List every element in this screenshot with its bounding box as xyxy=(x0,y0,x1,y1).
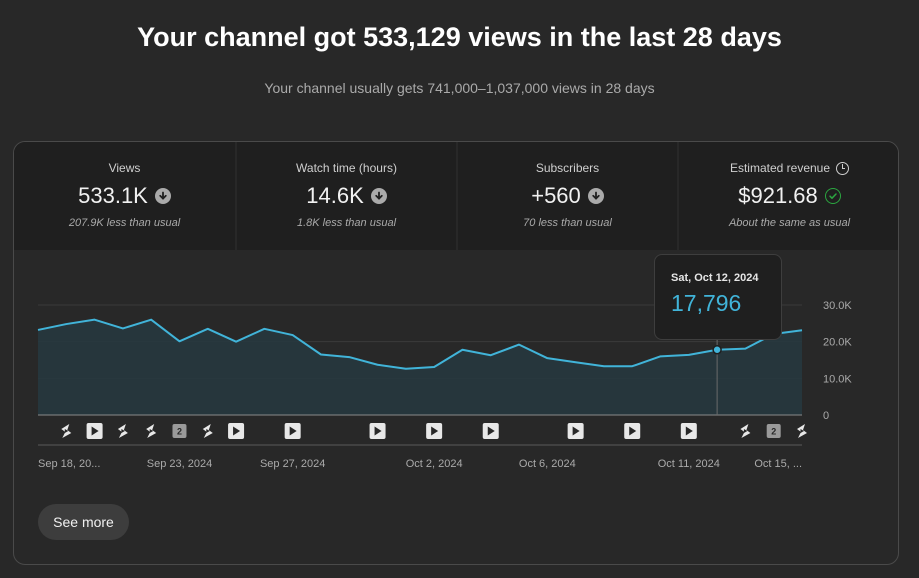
metric-note: 70 less than usual xyxy=(523,217,612,229)
series-area xyxy=(38,319,802,415)
count-marker-icon xyxy=(766,424,781,438)
arrow-down-icon xyxy=(370,188,387,204)
page-title: Your channel got 533,129 views in the la… xyxy=(137,22,782,52)
x-tick-label: Oct 11, 2024 xyxy=(658,458,720,470)
play-icon xyxy=(629,426,637,436)
play-icon xyxy=(121,429,125,433)
metric-label: Subscribers xyxy=(535,161,600,175)
metric-label: Watch time (hours) xyxy=(296,161,397,175)
play-icon xyxy=(149,429,154,433)
x-tick-label: Oct 15, ... xyxy=(754,458,802,470)
metric-value: 533.1K xyxy=(78,183,148,208)
clock-icon[interactable] xyxy=(836,161,850,175)
y-tick-label: 10.0K xyxy=(823,373,852,385)
x-tick-label: Sep 27, 2024 xyxy=(260,458,325,470)
play-icon xyxy=(431,426,439,436)
y-tick-label: 20.0K xyxy=(823,337,852,349)
metric-note: About the same as usual xyxy=(728,217,851,229)
x-tick-label: Sep 23, 2024 xyxy=(147,458,212,470)
play-icon xyxy=(374,426,382,436)
play-icon xyxy=(572,426,580,436)
arrow-down-icon xyxy=(154,188,171,204)
metric-tab-subscribers[interactable]: Subscribers +560 70 less than usual xyxy=(456,142,677,250)
play-icon xyxy=(289,426,297,436)
tooltip-date: Sat, Oct 12, 2024 xyxy=(671,272,759,284)
metric-tab-views[interactable]: Views 533.1K 207.9K less than usual xyxy=(14,142,235,250)
metric-note: 207.9K less than usual xyxy=(68,217,181,229)
y-tick-label: 0 xyxy=(823,410,829,422)
count-marker-label: 2 xyxy=(771,427,776,437)
metric-tab-watch-time[interactable]: Watch time (hours) 14.6K 1.8K less than … xyxy=(235,142,456,250)
x-tick-label: Sep 18, 20... xyxy=(38,458,100,470)
see-more-button[interactable]: See more xyxy=(38,504,129,540)
tooltip-value: 17,796 xyxy=(671,290,742,316)
play-icon xyxy=(800,429,804,433)
x-tick-label: Oct 6, 2024 xyxy=(519,458,576,470)
play-icon xyxy=(233,426,241,436)
play-icon xyxy=(64,429,69,433)
metric-label: Estimated revenue xyxy=(729,161,831,175)
metric-label: Views xyxy=(108,161,141,175)
play-icon xyxy=(685,426,693,436)
metric-value: 14.6K xyxy=(306,183,364,208)
arrow-down-icon xyxy=(587,188,604,204)
metric-tabs: Views 533.1K 207.9K less than usual Watc… xyxy=(14,142,898,250)
count-marker-label: 2 xyxy=(177,427,182,437)
chart-tooltip: Sat, Oct 12, 2024 17,796 xyxy=(654,254,782,340)
play-icon xyxy=(206,429,210,433)
page-subtitle: Your channel usually gets 741,000–1,037,… xyxy=(264,80,655,96)
play-icon xyxy=(91,426,99,436)
hover-point xyxy=(712,344,722,355)
check-circle-icon xyxy=(824,188,841,204)
metric-note: 1.8K less than usual xyxy=(296,217,397,229)
play-icon xyxy=(487,426,495,436)
series-line xyxy=(37,318,803,370)
play-icon xyxy=(743,429,748,433)
y-tick-label: 30.0K xyxy=(823,300,852,312)
metric-value: $921.68 xyxy=(738,183,818,208)
x-tick-label: Oct 2, 2024 xyxy=(406,458,463,470)
metric-tab-revenue[interactable]: Estimated revenue $921.68 About the same… xyxy=(677,142,898,250)
metric-value: +560 xyxy=(531,183,581,208)
count-marker-icon xyxy=(172,424,187,438)
